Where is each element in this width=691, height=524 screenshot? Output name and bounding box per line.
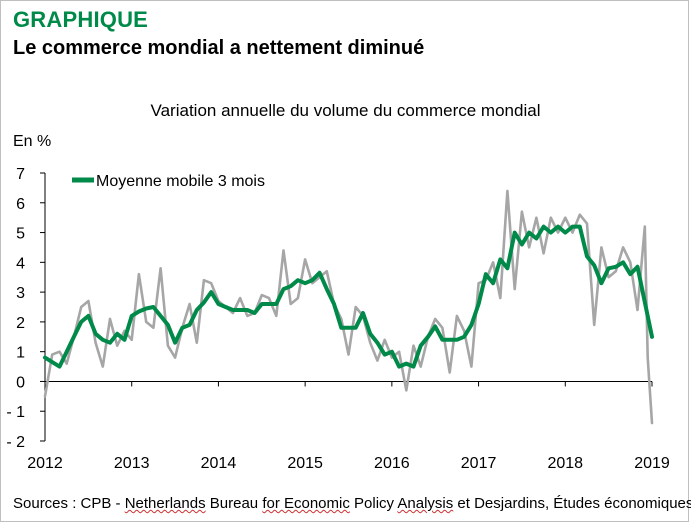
- x-ticks: 2012 2013 2014 2015 2016 2017 2018 2019: [27, 381, 670, 472]
- source-word-netherlands: Netherlands: [124, 495, 206, 512]
- section-kicker: GRAPHIQUE: [13, 7, 149, 32]
- x-tick-label: 2017: [461, 455, 497, 472]
- legend-label-moving-average: Moyenne mobile 3 mois: [96, 173, 265, 190]
- series-line-monthly: [43, 189, 654, 425]
- x-tick-label: 2016: [374, 455, 410, 472]
- source-words-for-economic: for Economic: [262, 495, 350, 512]
- y-tick-label: 3: [16, 285, 25, 302]
- source-word-analysis: Analysis: [397, 495, 454, 512]
- y-tick-label: 0: [16, 374, 25, 391]
- series-line-moving-average: [43, 224, 654, 369]
- y-axis-unit-label: En %: [13, 133, 52, 150]
- headline: Le commerce mondial a nettement diminué: [13, 37, 425, 59]
- source-space-1: Bureau: [205, 495, 263, 512]
- x-tick-label: 2018: [547, 455, 583, 472]
- y-tick-label: 5: [16, 226, 25, 243]
- legend: Moyenne mobile 3 mois: [72, 173, 265, 190]
- x-tick-label: 2015: [287, 455, 323, 472]
- source-note: Sources : CPB - Netherlands Bureau for E…: [13, 495, 691, 512]
- x-tick-label: 2013: [114, 455, 150, 472]
- y-ticks: - 2 - 1 0 1 2 3 4 5 6 7: [6, 166, 45, 451]
- y-tick-label: 7: [16, 166, 25, 183]
- y-tick-label: 1: [16, 345, 25, 362]
- x-tick-label: 2012: [27, 455, 63, 472]
- source-suffix: et Desjardins, Études économiques: [453, 495, 691, 512]
- plot-area: [43, 189, 654, 425]
- y-tick-label: 4: [16, 255, 25, 272]
- y-tick-label: - 2: [6, 434, 25, 451]
- x-tick-label: 2019: [634, 455, 670, 472]
- source-prefix: Sources : CPB -: [13, 495, 125, 512]
- y-tick-label: - 1: [6, 404, 25, 421]
- chart-title: Variation annuelle du volume du commerce…: [150, 101, 541, 120]
- source-space-2: Policy: [349, 495, 398, 512]
- y-tick-label: 2: [16, 315, 25, 332]
- x-tick-label: 2014: [201, 455, 237, 472]
- y-tick-label: 6: [16, 196, 25, 213]
